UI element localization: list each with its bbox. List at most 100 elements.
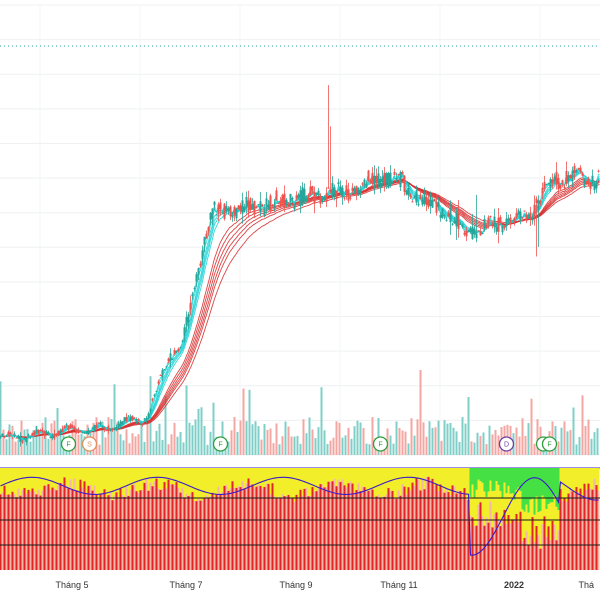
candlestick bbox=[291, 196, 294, 203]
oscillator-mid-segment bbox=[315, 468, 318, 492]
volume-bar bbox=[446, 423, 449, 455]
oscillator-strong-segment bbox=[439, 484, 442, 570]
oscillator-bar bbox=[329, 468, 332, 570]
candle-body bbox=[545, 184, 548, 186]
candlestick bbox=[101, 425, 104, 429]
oscillator-mid-segment bbox=[175, 468, 178, 483]
candle-body bbox=[305, 197, 308, 202]
oscillator-bar bbox=[21, 468, 24, 570]
oscillator-bar bbox=[85, 468, 88, 570]
oscillator-strong-segment bbox=[3, 485, 6, 570]
oscillator-mid-segment bbox=[117, 468, 120, 497]
candlestick bbox=[549, 177, 552, 192]
candle-body bbox=[447, 212, 450, 217]
oscillator-mid-segment bbox=[231, 468, 234, 482]
candlestick bbox=[511, 220, 514, 222]
candlestick bbox=[173, 347, 176, 356]
oscillator-bar bbox=[165, 468, 168, 570]
oscillator-strong-segment bbox=[49, 489, 52, 570]
oscillator-strong-segment bbox=[97, 498, 100, 570]
candle-body bbox=[565, 170, 568, 184]
oscillator-strong-segment bbox=[209, 496, 212, 570]
oscillator-strong-segment bbox=[95, 494, 98, 570]
oscillator-bull-segment bbox=[479, 468, 482, 482]
oscillator-strong-segment bbox=[103, 489, 106, 570]
oscillator-strong-segment bbox=[421, 478, 424, 570]
oscillator-mid-segment bbox=[171, 468, 174, 485]
oscillator-strong-segment bbox=[481, 515, 484, 570]
oscillator-mid-segment bbox=[217, 468, 220, 487]
candlestick bbox=[485, 223, 488, 229]
oscillator-strong-segment bbox=[337, 479, 340, 570]
candle-body bbox=[313, 191, 316, 204]
event-marker: F bbox=[372, 436, 389, 452]
oscillator-strong-segment bbox=[221, 492, 224, 570]
candlestick bbox=[545, 183, 548, 186]
oscillator-bar bbox=[447, 468, 450, 570]
oscillator-bar bbox=[321, 468, 324, 570]
oscillator-bar bbox=[561, 468, 564, 570]
oscillator-mid-segment bbox=[451, 468, 454, 486]
volume-bar bbox=[488, 425, 491, 455]
volume-bar bbox=[557, 441, 560, 455]
candle-body bbox=[47, 432, 50, 435]
oscillator-strong-segment bbox=[429, 479, 432, 570]
oscillator-mid-segment bbox=[199, 468, 202, 501]
candle-body bbox=[215, 214, 218, 216]
oscillator-strong-segment bbox=[593, 478, 596, 570]
candlestick bbox=[181, 339, 184, 343]
candle-body bbox=[63, 425, 66, 429]
oscillator-strong-segment bbox=[155, 478, 158, 570]
candlestick bbox=[283, 185, 286, 212]
oscillator-strong-segment bbox=[279, 497, 282, 570]
event-marker-label: D bbox=[504, 442, 509, 449]
candle-body bbox=[1, 433, 4, 437]
volume-bar bbox=[575, 444, 578, 455]
volume-bar bbox=[455, 431, 458, 455]
oscillator-mid-segment bbox=[551, 502, 554, 521]
candle-body bbox=[91, 427, 94, 429]
candle-body bbox=[309, 186, 312, 196]
oscillator-bar bbox=[591, 468, 594, 570]
oscillator-strong-segment bbox=[517, 521, 520, 570]
oscillator-bar bbox=[375, 468, 378, 570]
oscillator-strong-segment bbox=[419, 490, 422, 570]
oscillator-mid-segment bbox=[575, 468, 578, 488]
oscillator-mid-segment bbox=[539, 511, 542, 549]
candlestick bbox=[593, 181, 596, 194]
oscillator-strong-segment bbox=[229, 488, 232, 570]
oscillator-strong-segment bbox=[459, 491, 462, 570]
candlestick bbox=[253, 200, 256, 219]
oscillator-bar bbox=[323, 468, 326, 570]
oscillator-bar bbox=[205, 468, 208, 570]
oscillator-bar bbox=[419, 468, 422, 570]
oscillator-mid-segment bbox=[453, 468, 456, 487]
oscillator-strong-segment bbox=[161, 488, 164, 570]
oscillator-bar bbox=[389, 468, 392, 570]
oscillator-mid-segment bbox=[503, 482, 506, 510]
oscillator-strong-segment bbox=[299, 489, 302, 570]
oscillator-mid-segment bbox=[237, 468, 240, 487]
oscillator-bar bbox=[391, 468, 394, 570]
candle-body bbox=[501, 227, 504, 233]
candle-body bbox=[207, 227, 210, 233]
oscillator-strong-segment bbox=[411, 482, 414, 570]
oscillator-bar bbox=[355, 468, 358, 570]
candlestick bbox=[471, 214, 474, 240]
volume-bar bbox=[107, 417, 110, 455]
candlestick bbox=[495, 223, 498, 235]
oscillator-bar bbox=[417, 468, 420, 570]
candlestick bbox=[225, 201, 228, 214]
oscillator-strong-segment bbox=[515, 513, 518, 570]
oscillator-strong-segment bbox=[65, 485, 68, 570]
oscillator-mid-segment bbox=[1, 468, 4, 493]
volume-bar bbox=[167, 444, 170, 455]
oscillator-bar bbox=[577, 468, 580, 570]
oscillator-bar bbox=[69, 468, 72, 570]
oscillator-bar bbox=[365, 468, 368, 570]
oscillator-mid-segment bbox=[109, 468, 112, 492]
candle-body bbox=[127, 415, 130, 417]
candle-body bbox=[109, 428, 112, 431]
candle-body bbox=[577, 168, 580, 170]
